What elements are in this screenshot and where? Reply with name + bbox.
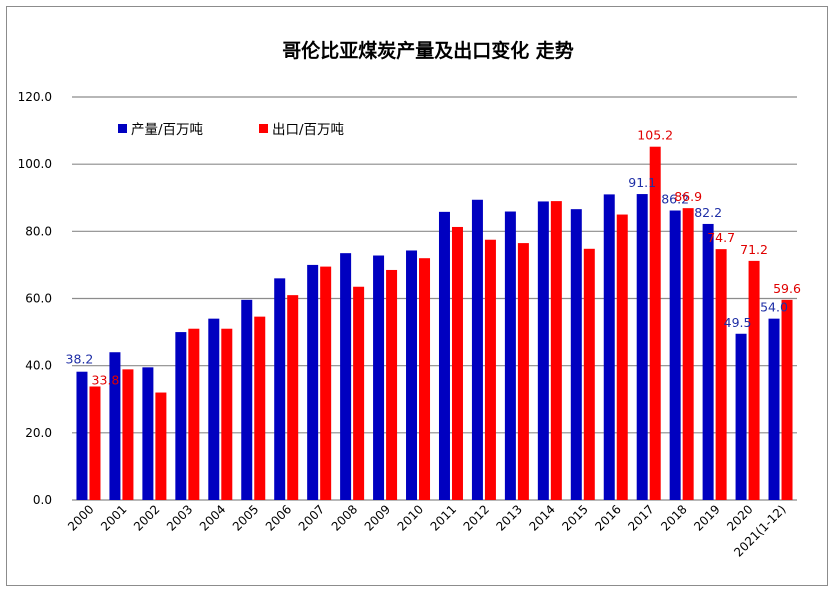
data-label-production-2020: 49.5 [724,315,752,330]
data-label-production-2019: 82.2 [694,205,722,220]
bar-production-2013 [504,211,516,500]
bar-export-2009 [386,269,398,500]
bar-export-2008 [353,286,365,500]
bar-export-2000 [89,386,101,500]
bar-production-2006 [274,278,286,500]
bar-export-2020 [748,260,760,500]
data-label-production-2018: 86.2 [661,192,689,207]
legend-swatch-export [259,124,268,133]
data-label-export-2021(1-12): 59.6 [773,281,801,296]
legend-label-production: 产量/百万吨 [131,122,203,138]
x-tick-label: 2006 [263,502,294,533]
bar-export-2019 [715,249,727,500]
y-tick-label: 120.0 [18,90,52,104]
x-tick-label: 2015 [559,502,590,533]
x-axis-ticks: 2000 2001 2002 2003 2004 2005 2006 2007 2008 2009… [65,502,789,559]
bar-production-2020 [735,333,747,500]
data-label-production-2021(1-12): 54.0 [760,300,788,315]
x-tick-label: 2009 [362,502,393,533]
bar-export-2003 [188,328,200,500]
bar-production-2021(1-12) [768,318,780,500]
y-axis-ticks: 0.0 20.0 40.0 60.0 80.0 100.0 120.0 [18,90,52,507]
y-tick-label: 0.0 [33,493,52,507]
x-tick-label: 2004 [197,502,228,533]
bar-export-2017 [649,146,661,500]
x-tick-label: 2017 [625,502,656,533]
legend-swatch-production [118,124,127,133]
data-label-production-2017: 91.1 [628,175,656,190]
bar-export-2002 [155,392,167,500]
bar-export-2021(1-12) [781,299,793,500]
bar-production-2015 [570,209,582,500]
data-label-export-2017: 105.2 [637,128,673,143]
bar-production-2017 [636,194,648,500]
x-tick-label: 2005 [230,502,261,533]
x-tick-label: 2018 [658,502,689,533]
bar-export-2016 [616,214,628,500]
bar-export-2010 [419,258,431,500]
bar-production-2014 [537,201,549,501]
x-tick-label: 2003 [164,502,195,533]
bar-production-2010 [406,250,418,500]
data-label-export-2000: 33.8 [92,372,120,387]
x-tick-label: 2008 [329,502,360,533]
data-labels: 38.2 33.8 91.1 105.2 86.286.982.2 74.7 49.5 71.… [66,128,801,388]
bar-export-2004 [221,328,233,500]
bar-production-2001 [109,352,121,500]
bar-production-2012 [471,199,483,500]
bar-production-2007 [307,264,319,500]
data-label-production-2000: 38.2 [66,352,94,367]
bar-export-2011 [451,226,463,500]
bar-production-2008 [340,253,352,500]
bar-production-2002 [142,367,154,500]
x-tick-label: 2012 [461,502,492,533]
bar-production-2009 [373,255,385,500]
x-tick-label: 2016 [592,502,623,533]
y-tick-label: 20.0 [25,426,52,440]
bar-export-2018 [682,208,694,500]
data-label-export-2020: 71.2 [740,242,768,257]
bar-production-2018 [669,210,681,501]
y-tick-label: 80.0 [25,224,52,238]
x-tick-label: 2011 [428,502,459,533]
legend: 产量/百万吨 出口/百万吨 [118,122,344,138]
y-tick-label: 60.0 [25,292,52,306]
x-tick-label: 2002 [131,502,162,533]
x-tick-label: 2000 [65,502,96,533]
legend-label-export: 出口/百万吨 [272,122,344,138]
data-label-export-2018: 86.9 [674,189,702,204]
x-tick-label: 2014 [526,502,557,533]
bar-production-2016 [603,194,615,500]
bar-export-2007 [320,266,332,500]
chart-title: 哥伦比亚煤炭产量及出口变化 走势 [282,39,574,62]
bar-production-2005 [241,299,253,500]
y-tick-label: 100.0 [18,157,52,171]
x-tick-label: 2010 [395,502,426,533]
x-tick-label: 2007 [296,502,327,533]
x-tick-label: 2001 [98,502,129,533]
bar-production-2019 [702,223,714,500]
data-label-export-2019: 74.7 [707,230,735,245]
bars [76,146,793,501]
bar-export-2014 [550,201,562,500]
bar-export-2005 [254,316,266,500]
bar-production-2011 [438,211,450,501]
bar-production-2004 [208,318,220,500]
x-tick-label: 2019 [691,502,722,533]
bar-export-2013 [517,243,529,500]
bar-production-2003 [175,332,187,500]
bar-export-2012 [484,239,496,500]
y-tick-label: 40.0 [25,359,52,373]
bar-export-2001 [122,369,134,500]
x-tick-label: 2013 [494,502,525,533]
bar-export-2006 [287,295,299,500]
bar-export-2015 [583,248,595,500]
bar-production-2000 [76,371,88,500]
